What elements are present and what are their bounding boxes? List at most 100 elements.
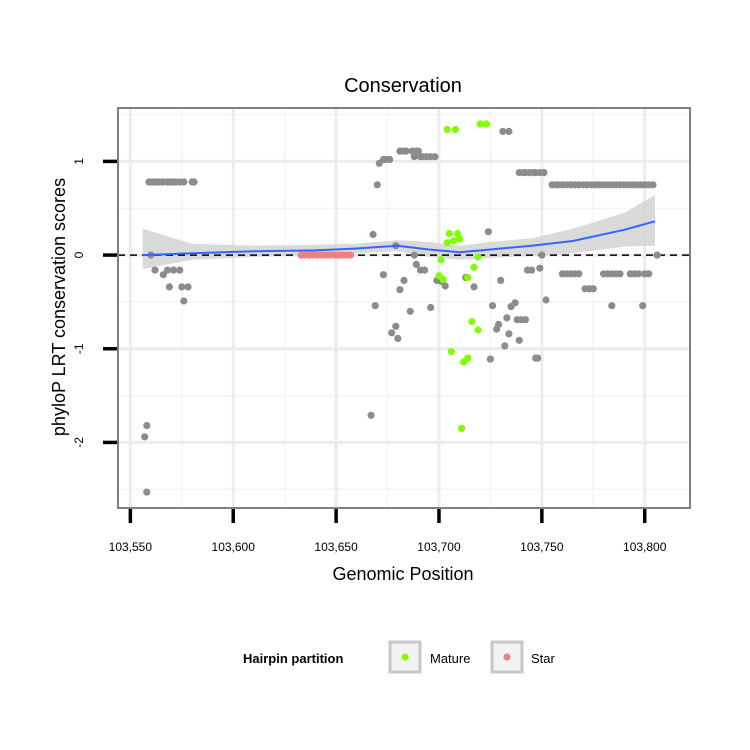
data-point-other [143, 488, 151, 496]
data-point-other [589, 285, 597, 293]
data-point-other [486, 355, 494, 363]
data-point-other [536, 264, 544, 272]
data-point-other [371, 302, 379, 310]
data-point-mature [437, 256, 445, 264]
data-point-other [388, 329, 396, 337]
x-axis-title: Genomic Position [332, 564, 473, 584]
chart-title: Conservation [344, 75, 462, 97]
data-point-mature [456, 235, 464, 243]
legend-label-mature: Mature [430, 651, 470, 666]
data-point-other [379, 271, 387, 279]
data-point-other [178, 283, 186, 291]
x-tick-label: 103,700 [417, 540, 461, 554]
data-point-other [645, 270, 653, 278]
data-point-other [184, 283, 192, 291]
x-tick-label: 103,650 [314, 540, 358, 554]
panel-background [118, 108, 690, 508]
plot-panel [118, 108, 690, 508]
y-tick-label: 0 [72, 251, 86, 258]
data-point-mature [458, 424, 466, 432]
panel-border [117, 107, 691, 509]
data-point-other [151, 266, 159, 274]
data-point-other [406, 307, 414, 315]
data-point-other [441, 282, 449, 290]
data-point-other [410, 251, 418, 259]
data-point-other [369, 230, 377, 239]
y-axis-title: phyloP LRT conservation scores [49, 178, 69, 436]
data-point-other [503, 314, 511, 322]
data-point-other [495, 320, 503, 328]
data-point-other [190, 178, 198, 186]
data-point-mature [482, 120, 490, 128]
data-point-mature [439, 275, 447, 283]
data-point-mature [474, 326, 482, 334]
data-point-mature [468, 318, 476, 326]
panel-frame [117, 107, 691, 509]
data-point-mature [464, 274, 472, 282]
data-point-other [515, 336, 523, 344]
smooth-fit-line [142, 220, 656, 257]
data-point-other [484, 228, 492, 236]
data-point-other [394, 334, 402, 342]
data-point-other [176, 266, 184, 274]
data-point-mature [470, 263, 478, 271]
data-point-other [488, 302, 497, 310]
data-point-other [410, 153, 418, 161]
data-point-mature [474, 253, 482, 261]
legend: Hairpin partition Mature Star [243, 640, 556, 674]
data-point-other [501, 342, 509, 350]
data-point-other [412, 260, 420, 268]
data-point-other [386, 155, 394, 164]
scatter-points [141, 120, 661, 496]
data-point-other [511, 299, 519, 307]
data-point-other [180, 178, 188, 186]
data-point-other [528, 266, 536, 274]
data-point-other [163, 266, 171, 274]
legend-swatch-star [503, 653, 511, 661]
data-point-other [400, 276, 408, 284]
y-tick-label: 1 [72, 158, 86, 165]
data-point-other [170, 266, 178, 274]
data-point-other [396, 286, 404, 294]
data-point-other [521, 316, 530, 324]
data-point-other [505, 330, 513, 338]
data-point-mature [451, 125, 459, 134]
data-point-mature [443, 125, 451, 134]
data-point-other [159, 271, 167, 279]
x-tick-label: 103,600 [212, 540, 256, 554]
data-point-other [575, 270, 583, 278]
x-axis: 103,550 103,600 103,650 103,700 103,750 103,8… [109, 509, 667, 554]
data-point-other [653, 251, 661, 259]
y-tick-label: -1 [72, 343, 86, 354]
data-point-other [497, 276, 505, 284]
data-point-other [165, 283, 173, 291]
data-point-other [427, 303, 435, 312]
data-point-mature [453, 229, 462, 238]
y-axis: -2 -1 0 1 [72, 158, 117, 448]
y-tick-label: -2 [72, 437, 86, 448]
data-point-other [414, 147, 422, 155]
data-point-mature [460, 358, 468, 366]
data-point-other [367, 411, 375, 419]
data-point-other [392, 322, 400, 330]
data-point-other [373, 181, 381, 189]
data-point-mature [445, 229, 453, 238]
data-point-other [402, 147, 410, 155]
legend-swatch-mature [401, 653, 409, 661]
data-point-other [635, 270, 643, 278]
data-point-mature [443, 239, 451, 247]
data-point-other [505, 127, 513, 135]
data-point-other [431, 153, 439, 161]
data-point-other [141, 433, 149, 441]
x-tick-label: 103,750 [520, 540, 564, 554]
data-point-other [180, 297, 188, 305]
data-point-star [346, 251, 355, 259]
data-point-other [470, 283, 478, 291]
data-point-other [540, 169, 548, 177]
data-point-mature [447, 348, 455, 356]
x-tick-label: 103,550 [109, 540, 153, 554]
data-point-other [143, 422, 151, 430]
data-point-other [542, 296, 550, 304]
data-point-other [534, 354, 542, 362]
